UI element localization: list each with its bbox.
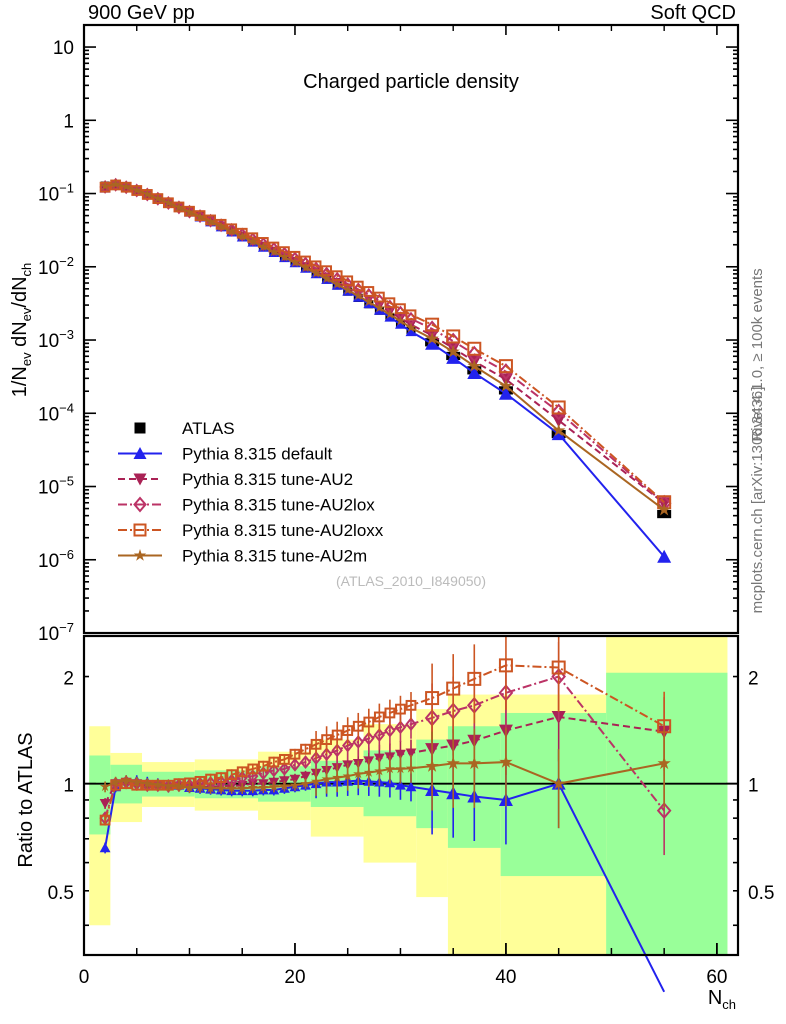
side-label-mcplots: mcplots.cern.ch [arXiv:1306.3436] bbox=[749, 387, 766, 614]
main-ytick-label: 10 bbox=[53, 38, 74, 59]
header-left-label: 900 GeV pp bbox=[88, 2, 195, 24]
xtick-label: 60 bbox=[706, 967, 727, 988]
legend-item[interactable]: ATLAS bbox=[134, 419, 235, 438]
ratio-ytick-label-left: 1 bbox=[63, 776, 74, 797]
ratio-yaxis-title: Ratio to ATLAS bbox=[15, 732, 37, 867]
plot-title: Charged particle density bbox=[303, 71, 519, 93]
legend-item[interactable]: Pythia 8.315 default bbox=[118, 445, 333, 464]
main-ytick-label: 10−5 bbox=[38, 474, 74, 499]
main-ytick-label: 10−1 bbox=[38, 181, 74, 206]
side-label-rivet: Rivet 4.1.0, ≥ 100k events bbox=[749, 268, 766, 441]
legend-label: Pythia 8.315 tune-AU2lox bbox=[182, 496, 375, 515]
main-ytick-label: 1 bbox=[63, 111, 74, 132]
legend: ATLAS Pythia 8.315 default Pythia 8.315 tu… bbox=[118, 419, 384, 566]
legend-label: Pythia 8.315 tune-AU2loxx bbox=[182, 521, 384, 540]
ratio-ytick-label-right: 1 bbox=[748, 776, 759, 797]
legend-label: Pythia 8.315 tune-AU2m bbox=[182, 547, 367, 566]
series-pythia-8-315-tune-au2m bbox=[99, 178, 671, 516]
ratio-plot-panel: 2 2 1 1 0.5 0.5 0 20 40 60 bbox=[48, 634, 774, 993]
main-ytick-label: 10−4 bbox=[38, 400, 74, 425]
main-ytick-label: 10−7 bbox=[38, 620, 74, 645]
header-right-label: Soft QCD bbox=[650, 2, 736, 24]
legend-label: Pythia 8.315 tune-AU2 bbox=[182, 470, 353, 489]
legend-label: ATLAS bbox=[182, 419, 235, 438]
svg-text:1/Nev dNev/dNch: 1/Nev dNev/dNch bbox=[9, 263, 34, 398]
main-yaxis-title: 1/Nev dNev/dNch bbox=[9, 263, 34, 398]
legend-item[interactable]: Pythia 8.315 tune-AU2m bbox=[118, 547, 367, 566]
main-plot-panel: 10 1 10−1 10−2 10−3 10−4 10−5 10−6 10−7 bbox=[38, 23, 740, 645]
legend-label: Pythia 8.315 default bbox=[182, 445, 333, 464]
analysis-watermark: (ATLAS_2010_I849050) bbox=[336, 573, 486, 589]
ratio-ytick-label-right: 0.5 bbox=[748, 883, 774, 904]
xtick-label: 20 bbox=[284, 967, 305, 988]
legend-item[interactable]: Pythia 8.315 tune-AU2lox bbox=[118, 496, 375, 515]
xtick-label: 0 bbox=[79, 967, 90, 988]
main-ytick-label: 10−3 bbox=[38, 327, 74, 352]
ratio-ytick-label-left: 0.5 bbox=[48, 883, 74, 904]
legend-item[interactable]: Pythia 8.315 tune-AU2 bbox=[118, 470, 353, 489]
svg-text:Nch: Nch bbox=[708, 987, 736, 1012]
ratio-ytick-label-left: 2 bbox=[63, 669, 74, 690]
legend-item[interactable]: Pythia 8.315 tune-AU2loxx bbox=[118, 521, 384, 540]
ratio-pythia-8-315-tune-au2m bbox=[99, 727, 671, 829]
main-ytick-label: 10−6 bbox=[38, 547, 74, 572]
xaxis-title: Nch bbox=[708, 987, 736, 1012]
main-ytick-label: 10−2 bbox=[38, 254, 74, 279]
ratio-ytick-label-right: 2 bbox=[748, 669, 759, 690]
xtick-label: 40 bbox=[495, 967, 516, 988]
